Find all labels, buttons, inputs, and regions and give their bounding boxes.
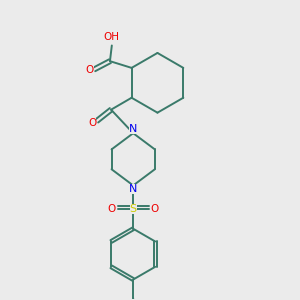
- Text: OH: OH: [104, 32, 120, 42]
- Text: N: N: [129, 124, 137, 134]
- Text: O: O: [88, 118, 96, 128]
- Text: O: O: [108, 204, 116, 214]
- Text: S: S: [130, 204, 137, 214]
- Text: O: O: [150, 204, 159, 214]
- Text: N: N: [129, 184, 137, 194]
- Text: O: O: [85, 65, 94, 75]
